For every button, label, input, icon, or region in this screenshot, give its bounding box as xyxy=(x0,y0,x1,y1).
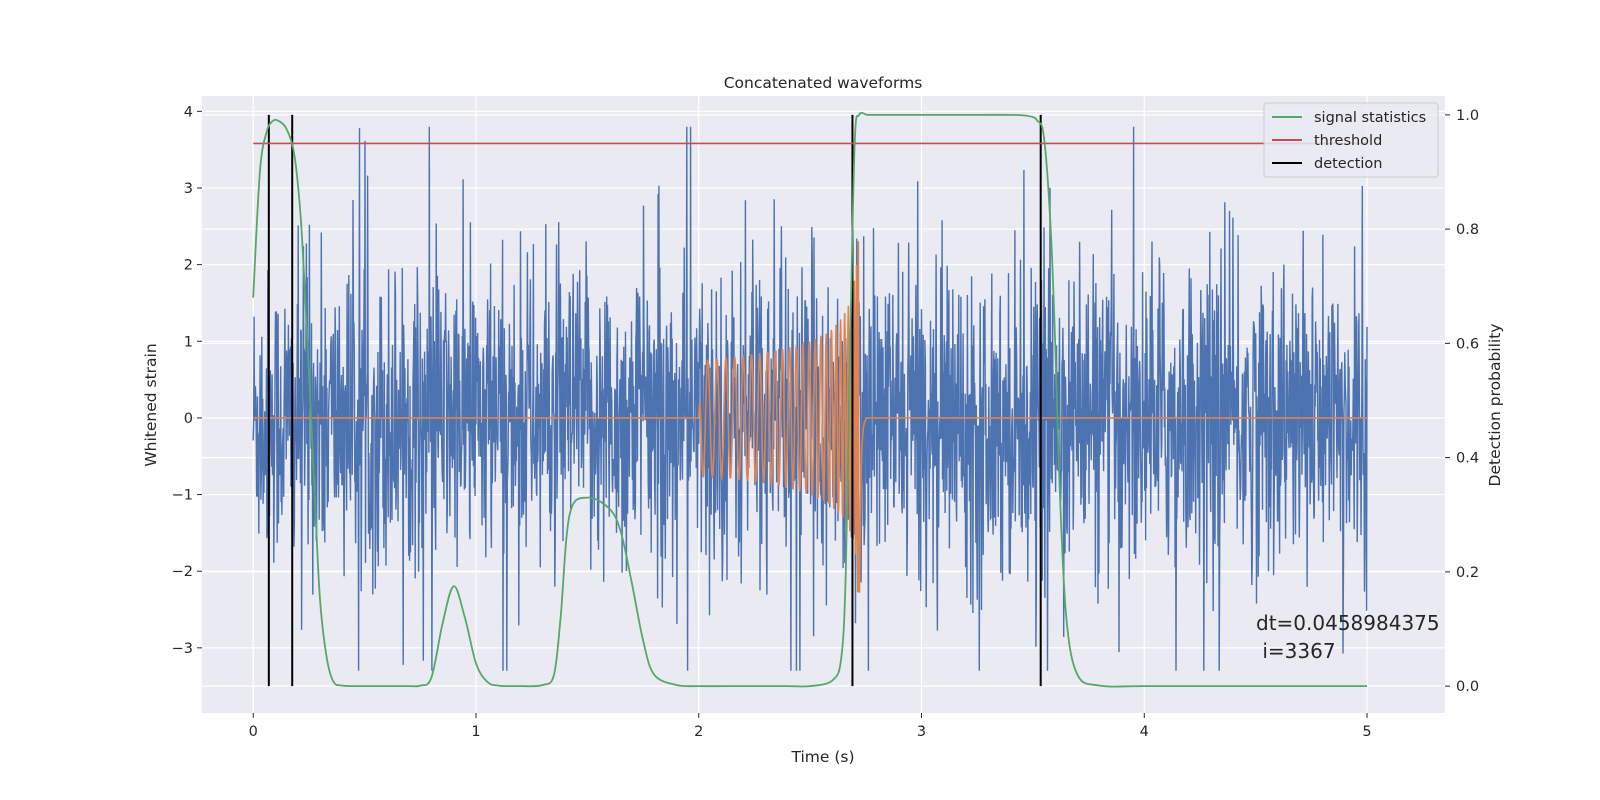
y2-axis-label: Detection probability xyxy=(1486,324,1504,487)
plot-lines xyxy=(252,111,1368,688)
x-tick-label: 1 xyxy=(471,724,480,740)
y-tick-label: 0 xyxy=(184,411,193,427)
annotation-line: dt=0.0458984375 xyxy=(1256,611,1440,635)
x-tick-label: 4 xyxy=(1140,724,1149,740)
legend-box xyxy=(1263,102,1439,178)
legend-label-threshold: threshold xyxy=(1314,133,1382,149)
y-tick-label: 3 xyxy=(184,181,193,197)
y2-tick-label: 0.8 xyxy=(1456,222,1479,238)
x-axis-label: Time (s) xyxy=(790,748,854,766)
y-axis-label: Whitened strain xyxy=(142,343,160,466)
y2-axis-ticks: 0.0 0.2 0.4 0.6 0.8 1.0 xyxy=(1445,108,1479,695)
chart-title: Concatenated waveforms xyxy=(724,74,923,92)
annotation-text: dt=0.0458984375 i=3367 xyxy=(1256,611,1440,663)
y-tick-label: −1 xyxy=(172,488,193,504)
y2-tick-label: 0.2 xyxy=(1456,565,1479,581)
y2-tick-label: 1.0 xyxy=(1456,108,1479,124)
y2-tick-label: 0.4 xyxy=(1456,451,1479,467)
legend-label-detection: detection xyxy=(1314,156,1382,172)
y-axis-ticks: −3 −2 −1 0 1 2 3 4 xyxy=(172,104,202,657)
x-tick-label: 0 xyxy=(249,724,258,740)
legend: signal statistics threshold detection xyxy=(1263,102,1439,178)
legend-label-signal-statistics: signal statistics xyxy=(1314,110,1426,126)
x-axis-ticks: 0 1 2 3 4 5 xyxy=(249,713,1372,740)
y-tick-label: −2 xyxy=(172,564,193,580)
y-tick-label: 4 xyxy=(184,104,193,120)
y-tick-label: 1 xyxy=(184,334,193,350)
y2-tick-label: 0.6 xyxy=(1456,336,1479,352)
y2-tick-label: 0.0 xyxy=(1456,679,1479,695)
x-tick-label: 3 xyxy=(917,724,926,740)
chirp-waveform-line xyxy=(253,241,1367,593)
y-tick-label: 2 xyxy=(184,258,193,274)
clipped-lines xyxy=(252,111,1368,688)
signal-statistics-line xyxy=(252,111,1367,688)
annotation-line: i=3367 xyxy=(1256,639,1336,663)
x-tick-label: 5 xyxy=(1362,724,1371,740)
x-tick-label: 2 xyxy=(694,724,703,740)
y-tick-label: −3 xyxy=(172,641,193,657)
